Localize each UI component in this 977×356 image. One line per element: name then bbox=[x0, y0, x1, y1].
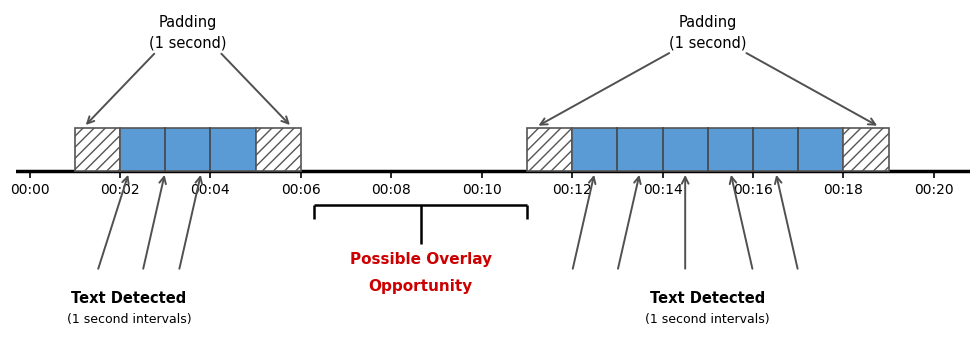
Bar bbox=[843, 128, 889, 171]
Text: Opportunity: Opportunity bbox=[368, 279, 473, 294]
Text: Text Detected: Text Detected bbox=[650, 291, 765, 306]
Text: Padding
(1 second): Padding (1 second) bbox=[669, 15, 746, 50]
Text: Possible Overlay: Possible Overlay bbox=[350, 252, 491, 267]
Text: Text Detected: Text Detected bbox=[71, 291, 187, 306]
Bar bbox=[527, 128, 573, 171]
Bar bbox=[573, 128, 843, 171]
Text: Padding
(1 second): Padding (1 second) bbox=[149, 15, 227, 50]
Bar bbox=[256, 128, 301, 171]
Text: (1 second intervals): (1 second intervals) bbox=[646, 313, 770, 326]
Bar bbox=[120, 128, 256, 171]
Bar bbox=[75, 128, 120, 171]
Text: (1 second intervals): (1 second intervals) bbox=[66, 313, 191, 326]
